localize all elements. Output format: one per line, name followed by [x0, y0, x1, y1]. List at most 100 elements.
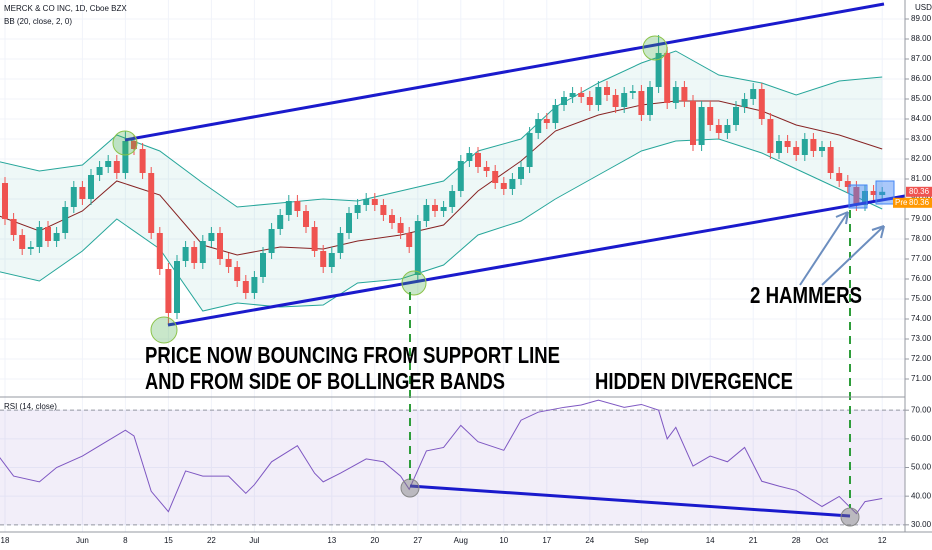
candle-body [225, 259, 232, 267]
band-upper [0, 50, 883, 208]
y-tick-label: 75.00 [911, 294, 932, 303]
candle-body [251, 277, 258, 293]
candle-body [156, 233, 163, 269]
rsi-pane [0, 399, 905, 526]
candle-body [664, 53, 671, 103]
candle-body [595, 87, 602, 105]
arrow-head [835, 211, 849, 225]
candle-body [741, 99, 748, 107]
candle-body [217, 233, 223, 259]
x-tick-label: 14 [706, 536, 715, 545]
candle-body [672, 87, 679, 103]
candle-body [191, 247, 198, 263]
candle-body [346, 213, 352, 233]
candle-body [629, 91, 636, 93]
rsi-title: RSI (14, close) [4, 402, 57, 411]
candle-body [208, 233, 215, 241]
candle-body [440, 207, 447, 211]
x-tick-label: 12 [878, 536, 887, 545]
candle-body [19, 235, 26, 249]
x-tick-label: 27 [413, 536, 422, 545]
candle-body [604, 87, 610, 95]
currency: USD [915, 3, 932, 12]
x-tick-label: 8 [123, 536, 128, 545]
rsi-circle [840, 507, 860, 527]
candle-body [681, 87, 688, 101]
candle-body [569, 93, 576, 97]
rsi-divergence-line [409, 484, 851, 518]
y-tick-label: 76.00 [911, 274, 932, 283]
candle-body [767, 119, 774, 153]
x-tick-label: 24 [585, 536, 594, 545]
candle-body [647, 87, 653, 115]
hammer-box [875, 180, 895, 205]
candle-body [758, 89, 765, 119]
x-tick-label: Sep [634, 536, 649, 545]
indicator-label: BB (20, close, 2, 0) [4, 17, 72, 26]
y-tick-label: 88.00 [911, 34, 932, 43]
x-tick-label: Jul [249, 536, 259, 545]
candle-body [397, 223, 404, 233]
arrow [799, 211, 849, 286]
candle-body [148, 173, 155, 233]
candle-body [139, 149, 146, 173]
candle-body [810, 139, 817, 151]
candle-body [131, 141, 137, 149]
candle-body [844, 181, 851, 187]
x-tick-label: Jun [76, 536, 89, 545]
annotation: HIDDEN DIVERGENCE [595, 368, 793, 394]
candle-body [483, 167, 490, 171]
y-tick-label: 73.00 [911, 334, 932, 343]
candle-body [10, 219, 17, 235]
x-tick-label: 20 [370, 536, 379, 545]
candle-body [801, 139, 808, 155]
x-tick-label: 17 [542, 536, 551, 545]
candle-body [879, 191, 886, 195]
candle-body [776, 141, 782, 153]
candle-body [242, 281, 249, 293]
drawings [112, 2, 906, 527]
candle-body [53, 233, 60, 241]
candle-body [449, 191, 456, 207]
band-basis [0, 100, 883, 256]
candle-body [457, 161, 464, 191]
resistance-line [124, 2, 885, 142]
candle-body [371, 199, 378, 205]
annotation: PRICE NOW BOUNCING FROM SUPPORT LINE [145, 342, 560, 368]
candle-body [535, 119, 542, 133]
touch-circle [642, 35, 668, 61]
candle-body [707, 107, 714, 125]
x-tick-label: Oct [816, 536, 829, 545]
y-tick-label: 85.00 [911, 94, 932, 103]
candle-body [466, 153, 473, 161]
candle-body [234, 267, 241, 281]
y-tick-label: 86.00 [911, 74, 932, 83]
candle-body [862, 191, 868, 205]
candle-body [199, 241, 206, 263]
candle-body [174, 261, 180, 313]
y-tick-label: 87.00 [911, 54, 932, 63]
x-tick-label: 22 [207, 536, 216, 545]
rsi-circle [400, 478, 420, 498]
x-tick-label: 10 [499, 536, 508, 545]
candle-body [552, 105, 559, 123]
y-tick-label: 40.00 [911, 491, 932, 500]
candle-body [500, 183, 507, 189]
candle-body [475, 153, 481, 167]
candle-body [492, 171, 499, 183]
pre-tag-bg [893, 197, 932, 208]
candle-body [122, 141, 129, 173]
y-tick-label: 72.00 [911, 354, 932, 363]
candle-body [389, 215, 395, 223]
candle-body [62, 207, 69, 233]
candle-body [853, 187, 860, 205]
annotation: 2 HAMMERS [750, 282, 862, 308]
candle-body [165, 269, 172, 313]
candle-body [638, 91, 645, 115]
y-tick-label: 50.00 [911, 463, 932, 472]
candle-body [561, 97, 567, 105]
candle-body [414, 221, 421, 275]
touch-circle [150, 316, 178, 344]
